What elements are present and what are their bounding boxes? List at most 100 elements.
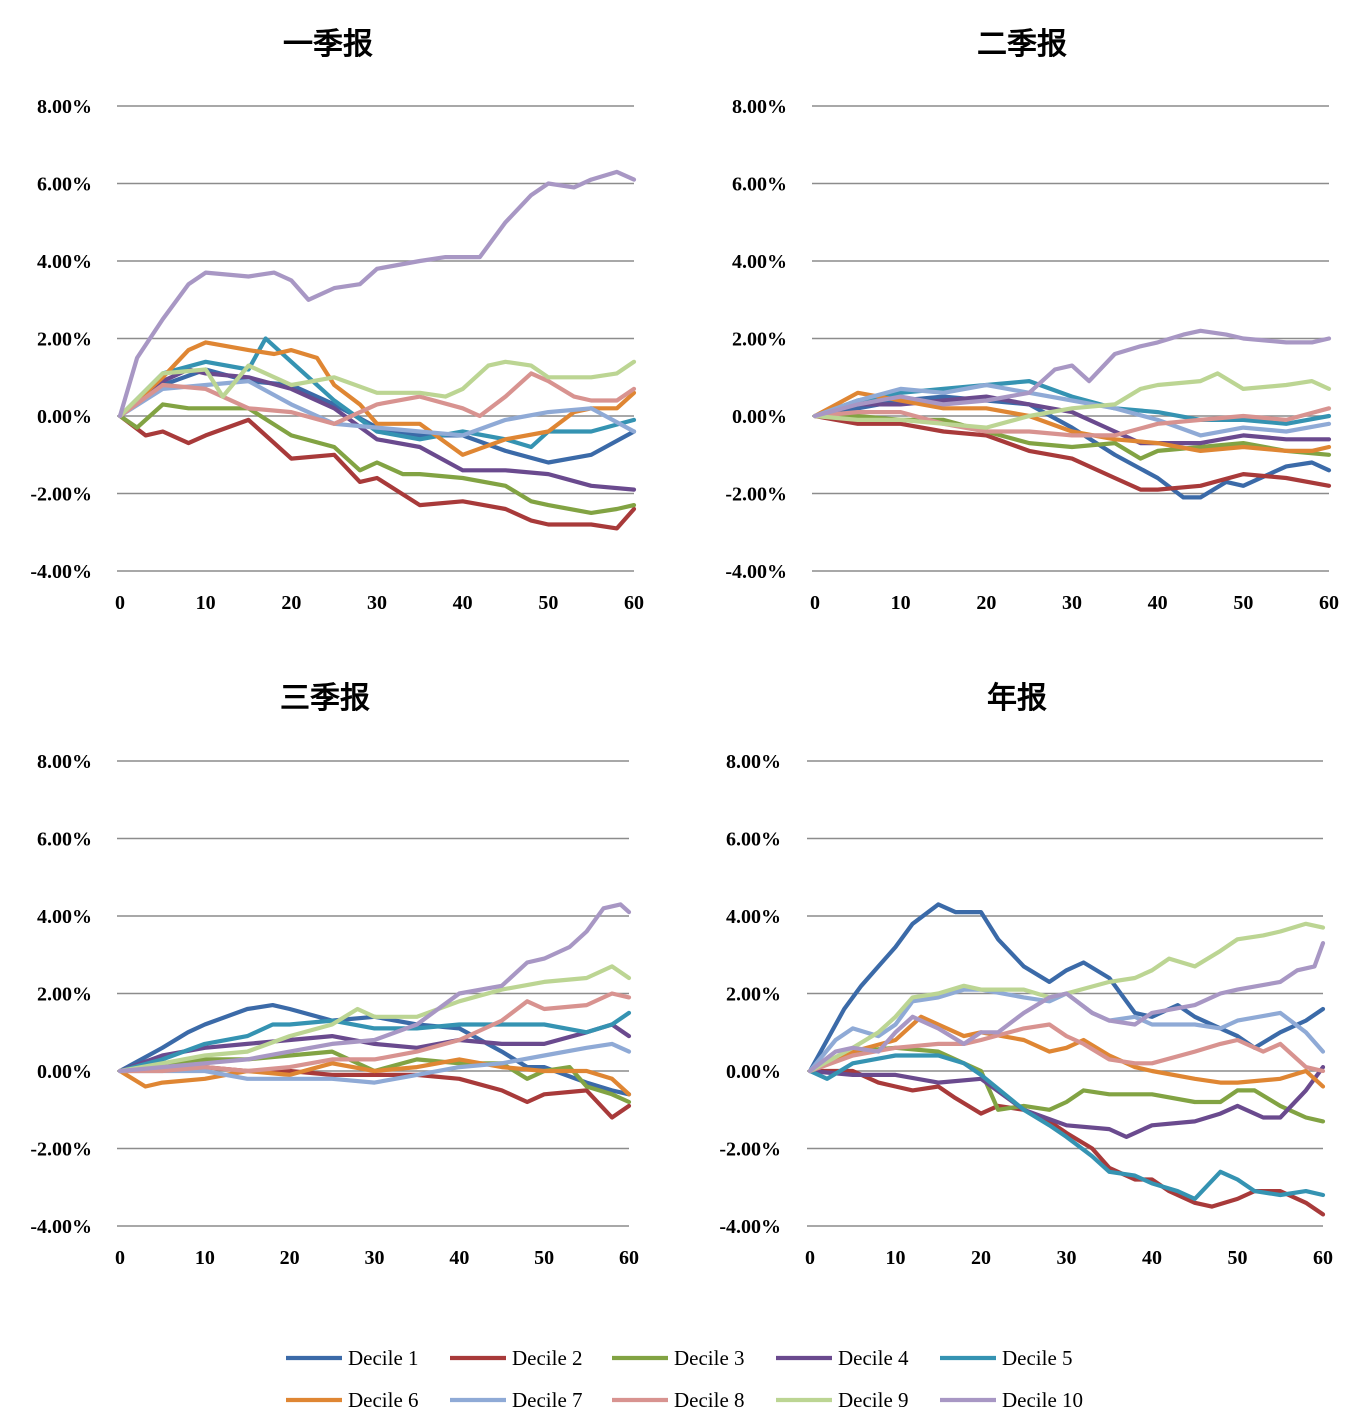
y-tick-label: 2.00%: [726, 984, 781, 1006]
x-tick-label: 10: [195, 1247, 215, 1269]
series-line-decile-8: [807, 1022, 1326, 1074]
x-tick-label: 40: [449, 1247, 469, 1269]
series-line-decile-8: [812, 406, 1332, 438]
x-tick-label: 10: [196, 592, 216, 614]
x-tick-label: 20: [976, 592, 996, 614]
series-line-decile-8: [117, 371, 637, 426]
series-line-decile-9: [117, 359, 637, 419]
series-line-decile-9: [812, 371, 1332, 430]
x-tick-label: 50: [1233, 592, 1253, 614]
chart-panels: 一季报 8.00% 6.00% 4.00% 2.00% 0.00% -2.00% -4.00%…: [30, 27, 1339, 1269]
x-tick-label: 60: [619, 1247, 639, 1269]
y-tick-label: -4.00%: [725, 561, 787, 583]
chart-panel-3: 三季报 8.00% 6.00% 4.00% 2.00% 0.00% -2.00% -4.00%…: [30, 681, 639, 1269]
series-line-decile-5: [117, 1010, 632, 1074]
y-tick-label: 8.00%: [732, 96, 787, 118]
series-line-decile-5: [117, 336, 637, 450]
series-line-decile-7: [117, 379, 637, 438]
series-line-decile-5: [812, 379, 1332, 426]
legend-item-decile-3: Decile 3: [612, 1346, 745, 1370]
legend-label: Decile 5: [1002, 1346, 1073, 1370]
legend-label: Decile 2: [512, 1346, 583, 1370]
chart-panel-1: 一季报 8.00% 6.00% 4.00% 2.00% 0.00% -2.00% -4.00%…: [30, 27, 644, 614]
series-line-decile-2: [807, 1068, 1326, 1217]
legend-label: Decile 6: [348, 1388, 419, 1412]
x-tick-label: 30: [1057, 1247, 1077, 1269]
series-line-decile-6: [807, 1014, 1326, 1089]
y-tick-label: -4.00%: [30, 561, 92, 583]
legend-item-decile-6: Decile 6: [286, 1388, 419, 1412]
y-tick-label: 6.00%: [37, 829, 92, 851]
x-tick-label: 20: [971, 1247, 991, 1269]
y-tick-label: 6.00%: [732, 174, 787, 196]
x-tick-label: 60: [1313, 1247, 1333, 1269]
legend-item-decile-10: Decile 10: [940, 1388, 1083, 1412]
x-tick-label: 50: [534, 1247, 554, 1269]
x-tick-label: 50: [1228, 1247, 1248, 1269]
series-line-decile-10: [117, 902, 632, 1074]
legend-item-decile-1: Decile 1: [286, 1346, 419, 1370]
x-tick-label: 40: [1142, 1247, 1162, 1269]
series-line-decile-1: [807, 902, 1326, 1074]
series-line-decile-8: [117, 991, 632, 1074]
y-tick-label: 2.00%: [732, 329, 787, 351]
x-tick-label: 30: [367, 592, 387, 614]
series-line-decile-4: [807, 1064, 1326, 1140]
legend-item-decile-8: Decile 8: [612, 1388, 745, 1412]
y-tick-label: -2.00%: [30, 484, 92, 506]
series-line-decile-9: [807, 921, 1326, 1074]
chart-panel-2: 二季报 8.00% 6.00% 4.00% 2.00% 0.00% -2.00% -4.00%…: [725, 27, 1339, 614]
y-tick-label: 6.00%: [726, 829, 781, 851]
legend-label: Decile 9: [838, 1388, 909, 1412]
x-tick-label: 30: [365, 1247, 385, 1269]
y-tick-label: -2.00%: [719, 1139, 781, 1161]
chart-title: 一季报: [283, 27, 373, 62]
chart-panel-4: 年报 8.00% 6.00% 4.00% 2.00% 0.00% -2.00% -4.00% 0…: [719, 681, 1333, 1269]
chart-title: 二季报: [977, 27, 1067, 62]
legend-label: Decile 8: [674, 1388, 745, 1412]
series-line-decile-4: [117, 1022, 632, 1074]
legend-item-decile-9: Decile 9: [776, 1388, 909, 1412]
x-tick-label: 50: [538, 592, 558, 614]
series-line-decile-6: [117, 340, 637, 457]
series-line-decile-6: [117, 1057, 632, 1097]
y-tick-label: -2.00%: [30, 1139, 92, 1161]
x-tick-label: 0: [810, 592, 820, 614]
x-tick-label: 10: [886, 1247, 906, 1269]
legend-item-decile-4: Decile 4: [776, 1346, 909, 1370]
y-tick-label: -4.00%: [719, 1216, 781, 1238]
series-line-decile-3: [117, 402, 637, 516]
y-tick-label: 8.00%: [37, 751, 92, 773]
legend-label: Decile 1: [348, 1346, 419, 1370]
legend-label: Decile 4: [838, 1346, 909, 1370]
y-tick-label: 4.00%: [726, 906, 781, 928]
x-tick-label: 60: [1319, 592, 1339, 614]
series-line-decile-2: [117, 413, 637, 531]
x-tick-label: 0: [805, 1247, 815, 1269]
y-tick-label: 8.00%: [37, 96, 92, 118]
y-tick-label: 0.00%: [732, 406, 787, 428]
legend-label: Decile 3: [674, 1346, 745, 1370]
x-tick-label: 40: [453, 592, 473, 614]
series-line-decile-10: [117, 169, 637, 419]
x-tick-label: 30: [1062, 592, 1082, 614]
legend: Decile 1 Decile 2 Decile 3 Decile 4 Decile 5…: [286, 1346, 1083, 1412]
legend-label: Decile 7: [512, 1388, 583, 1412]
series-line-decile-7: [812, 382, 1332, 438]
legend-item-decile-5: Decile 5: [940, 1346, 1073, 1370]
y-tick-label: 4.00%: [37, 906, 92, 928]
y-tick-label: 0.00%: [37, 406, 92, 428]
y-tick-label: -4.00%: [30, 1216, 92, 1238]
y-tick-label: -2.00%: [725, 484, 787, 506]
legend-item-decile-7: Decile 7: [450, 1388, 583, 1412]
series-line-decile-10: [807, 940, 1326, 1074]
y-tick-label: 0.00%: [37, 1061, 92, 1083]
series-line-decile-9: [117, 964, 632, 1074]
y-tick-label: 6.00%: [37, 174, 92, 196]
y-tick-label: 4.00%: [37, 251, 92, 273]
y-tick-label: 2.00%: [37, 984, 92, 1006]
series-line-decile-3: [807, 1045, 1326, 1124]
y-tick-label: 0.00%: [726, 1061, 781, 1083]
x-tick-label: 20: [281, 592, 301, 614]
